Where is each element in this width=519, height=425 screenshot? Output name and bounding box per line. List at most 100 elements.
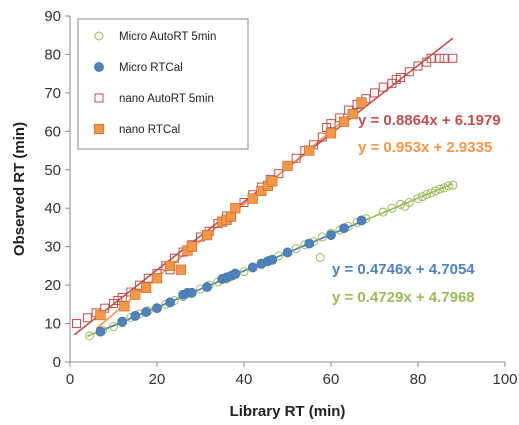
data-point — [326, 119, 336, 129]
legend-marker — [94, 31, 104, 41]
data-point — [396, 73, 406, 83]
y-tick-label: 0 — [53, 354, 61, 371]
data-point — [267, 254, 278, 265]
x-tick-label: 100 — [492, 371, 517, 388]
data-point — [347, 108, 358, 120]
data-point — [230, 203, 241, 214]
data-point — [95, 326, 106, 337]
equation-label: y = 0.4729x + 4.7968 — [332, 289, 475, 306]
data-point — [370, 88, 379, 98]
equation-label: y = 0.4746x + 4.7054 — [332, 261, 475, 278]
legend-label: Micro AutoRT 5min — [119, 31, 216, 43]
data-point — [239, 267, 249, 277]
y-tick-label: 80 — [44, 46, 61, 63]
data-point — [247, 193, 258, 204]
data-point — [130, 289, 141, 300]
data-point — [315, 252, 325, 262]
y-tick-label: 60 — [44, 123, 61, 140]
data-point — [165, 297, 175, 308]
data-point — [378, 82, 388, 92]
x-axis-title: Library RT (min) — [230, 403, 346, 420]
data-point — [448, 180, 458, 190]
y-tick-label: 90 — [44, 8, 61, 25]
y-tick-label: 30 — [44, 239, 61, 256]
data-point — [422, 189, 432, 199]
equation-label: y = 0.8864x + 6.1979 — [358, 112, 501, 129]
legend: Micro AutoRT 5min Micro RTCal nano AutoRT … — [77, 18, 249, 150]
data-point — [202, 282, 212, 292]
data-point — [413, 194, 423, 204]
axes: 0 10 20 30 40 50 60 70 80 90 0 20 40 60 80 100 — [44, 8, 517, 388]
data-point — [119, 301, 130, 312]
x-tick-label: 0 — [66, 371, 74, 388]
data-point — [378, 207, 388, 217]
data-point — [117, 316, 128, 327]
data-point — [356, 215, 367, 226]
data-point — [109, 322, 118, 332]
data-point — [325, 128, 337, 139]
data-point — [282, 160, 293, 172]
data-point — [186, 241, 197, 252]
legend-label: Micro RTCal — [119, 62, 183, 74]
y-tick-label: 20 — [44, 277, 61, 294]
data-point — [130, 310, 141, 321]
data-point — [430, 186, 440, 196]
data-point — [426, 188, 436, 198]
data-point — [396, 199, 406, 209]
x-tick-label: 60 — [323, 371, 340, 388]
data-point — [417, 192, 427, 202]
y-tick-label: 70 — [44, 85, 61, 102]
data-point — [141, 282, 152, 293]
y-axis-title: Observed RT (min) — [11, 122, 28, 256]
data-point — [95, 309, 106, 321]
data-point — [164, 260, 176, 271]
legend-marker — [93, 123, 105, 135]
y-tick-label: 50 — [44, 162, 61, 179]
legend-marker — [94, 93, 104, 103]
data-point — [274, 169, 284, 179]
legend-box — [77, 18, 249, 150]
data-point — [439, 183, 449, 193]
data-point — [186, 287, 197, 298]
data-point — [413, 61, 423, 71]
data-point — [85, 331, 95, 341]
equation-label: y = 0.953x + 2.9335 — [358, 139, 492, 156]
data-point — [448, 53, 458, 63]
data-point — [338, 116, 350, 127]
data-point — [304, 238, 315, 249]
data-point — [435, 184, 445, 194]
data-point — [426, 53, 436, 63]
legend-label: nano AutoRT 5min — [119, 93, 214, 105]
data-point — [404, 67, 414, 77]
x-tick-label: 40 — [236, 371, 253, 388]
data-point — [141, 307, 152, 317]
equation-annotations: y = 0.8864x + 6.1979 y = 0.953x + 2.9335 y… — [332, 112, 501, 306]
data-point — [439, 53, 449, 63]
legend-marker — [94, 62, 104, 72]
data-point — [326, 230, 336, 241]
x-tick-label: 80 — [410, 371, 427, 388]
legend-label: nano RTCal — [119, 124, 180, 136]
data-point — [404, 197, 414, 207]
data-point — [230, 268, 241, 279]
data-point — [356, 97, 367, 108]
data-points — [72, 53, 458, 341]
data-point — [175, 264, 187, 275]
data-point — [72, 319, 82, 329]
data-point — [267, 176, 278, 187]
data-point — [339, 223, 349, 234]
data-point — [291, 153, 301, 163]
data-point — [443, 181, 453, 191]
data-point — [304, 145, 315, 156]
y-tick-label: 40 — [44, 200, 61, 217]
data-point — [151, 273, 163, 284]
y-tick-label: 10 — [44, 316, 61, 333]
data-point — [317, 232, 327, 242]
data-point — [201, 230, 213, 241]
data-point — [282, 247, 293, 258]
data-point — [82, 313, 92, 323]
data-point — [247, 262, 258, 273]
x-tick-label: 20 — [149, 371, 166, 388]
data-point — [291, 244, 301, 254]
